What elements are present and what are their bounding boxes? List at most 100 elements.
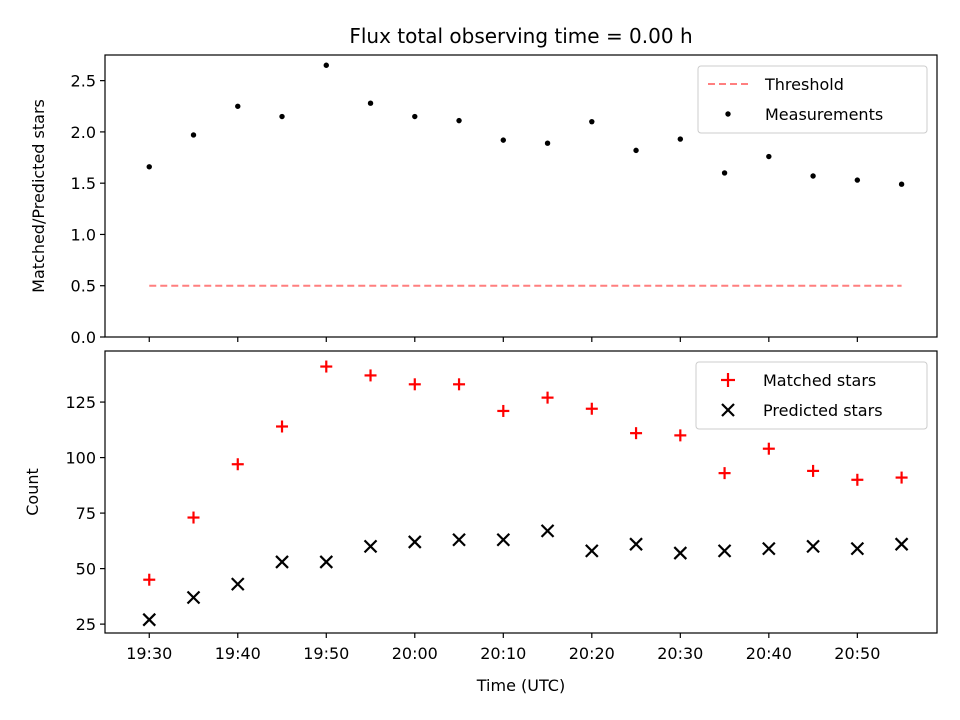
predicted-star-point — [762, 541, 776, 556]
x-tick-label: 20:40 — [746, 644, 792, 663]
top-ytick-label: 0.5 — [71, 277, 96, 296]
top-ytick-label: 1.5 — [71, 174, 96, 193]
predicted-star-point — [408, 535, 422, 549]
predicted-star-point — [850, 541, 865, 556]
top-legend-frame — [697, 65, 928, 134]
matched-star-point — [541, 391, 554, 404]
bottom-series — [142, 360, 909, 627]
matched-star-point — [630, 427, 643, 440]
matched-star-point — [497, 404, 510, 417]
bottom-ytick-label: 125 — [65, 393, 96, 412]
x-axis-label: Time (UTC) — [476, 676, 565, 695]
measurement-point — [190, 132, 197, 138]
measurement-point — [898, 181, 905, 187]
top-legend: Threshold Measurements — [697, 65, 928, 134]
measurement-point — [854, 177, 861, 183]
bottom-ytick-label: 25 — [76, 615, 96, 634]
measurement-point — [677, 136, 684, 142]
predicted-star-point — [186, 590, 201, 605]
x-tick-label: 20:20 — [569, 644, 615, 663]
measurement-point — [279, 113, 285, 120]
measurement-point — [589, 118, 595, 125]
bottom-y-axis-label: Count — [23, 468, 42, 516]
chart-title: Flux total observing time = 0.00 h — [349, 24, 692, 48]
predicted-star-point — [673, 546, 688, 560]
legend-measurements-label: Measurements — [765, 105, 883, 124]
bottom-legend: Matched stars Predicted stars — [695, 361, 928, 430]
top-y-ticks: 0.0 0.5 1.0 1.5 2.0 2.5 — [71, 72, 105, 347]
matched-star-point — [718, 467, 731, 480]
x-tick-label: 20:10 — [480, 644, 526, 663]
measurement-point — [721, 170, 728, 176]
bottom-y-ticks: 25 50 75 100 125 — [65, 393, 105, 634]
matched-star-point — [807, 464, 820, 477]
x-tick-label: 19:30 — [126, 644, 172, 663]
bottom-ytick-label: 75 — [76, 504, 96, 523]
matched-star-point — [143, 573, 156, 586]
predicted-star-point — [142, 612, 157, 627]
measurement-point — [235, 103, 241, 109]
predicted-star-point — [585, 544, 599, 558]
bottom-ytick-label: 100 — [65, 449, 96, 468]
x-tick-label: 19:50 — [303, 644, 349, 663]
predicted-star-point — [452, 532, 466, 547]
measurement-point — [633, 147, 639, 154]
predicted-star-point — [363, 539, 378, 554]
measurement-point — [766, 153, 772, 160]
legend-predicted-label: Predicted stars — [763, 401, 883, 420]
legend-predicted-marker — [721, 403, 735, 417]
top-ytick-label: 0.0 — [71, 328, 96, 347]
predicted-star-point — [496, 532, 511, 547]
predicted-star-point — [275, 555, 289, 569]
top-ytick-label: 2.5 — [71, 72, 96, 91]
x-tick-label: 20:30 — [657, 644, 703, 663]
matched-star-point — [364, 369, 377, 382]
x-tick-label: 19:40 — [215, 644, 261, 663]
bottom-ytick-label: 50 — [76, 560, 96, 579]
measurement-point — [146, 164, 152, 170]
predicted-star-point — [806, 539, 820, 554]
measurement-point — [500, 137, 506, 143]
measurement-point — [412, 113, 418, 120]
matched-star-point — [187, 511, 200, 524]
top-ytick-label: 2.0 — [71, 123, 96, 142]
top-ytick-label: 1.0 — [71, 225, 96, 244]
predicted-star-point — [894, 537, 909, 551]
matched-star-point — [320, 360, 333, 373]
matched-star-point — [851, 473, 864, 486]
legend-threshold-label: Threshold — [764, 75, 844, 94]
matched-star-point — [895, 471, 908, 484]
matched-star-point — [276, 420, 289, 433]
legend-matched-marker — [721, 373, 735, 387]
bottom-x-ticks: 19:30 19:40 19:50 20:00 20:10 20:20 20:30 20:40… — [126, 633, 880, 663]
matched-star-point — [453, 378, 466, 391]
measurement-point — [810, 173, 816, 179]
predicted-star-point — [540, 524, 555, 538]
bottom-panel: Count Time (UTC) 25 50 75 100 125 19:30 19:40… — [23, 350, 938, 695]
x-tick-label: 20:50 — [834, 644, 880, 663]
matched-star-point — [762, 442, 775, 455]
matched-star-point — [408, 378, 421, 391]
bottom-legend-frame — [695, 361, 928, 430]
measurement-point — [367, 100, 374, 106]
measurement-point — [323, 62, 329, 68]
bottom-plot-area — [104, 350, 938, 634]
legend-measurements-marker — [725, 111, 731, 117]
x-tick-label: 20:00 — [392, 644, 438, 663]
matched-star-point — [231, 458, 244, 471]
legend-matched-label: Matched stars — [763, 371, 876, 390]
top-series — [146, 62, 905, 287]
measurement-point — [544, 140, 551, 146]
matched-star-point — [674, 429, 687, 442]
matched-star-point — [585, 402, 598, 415]
top-y-axis-label: Matched/Predicted stars — [29, 99, 48, 293]
predicted-star-point — [717, 544, 732, 558]
measurement-point — [456, 117, 462, 124]
predicted-star-point — [629, 537, 643, 551]
predicted-star-point — [319, 555, 334, 569]
top-panel: Matched/Predicted stars 0.0 0.5 1.0 1.5 2.0 2… — [29, 54, 938, 347]
top-plot-area — [104, 54, 938, 338]
predicted-star-point — [230, 577, 245, 591]
top-x-ticks — [148, 337, 858, 342]
